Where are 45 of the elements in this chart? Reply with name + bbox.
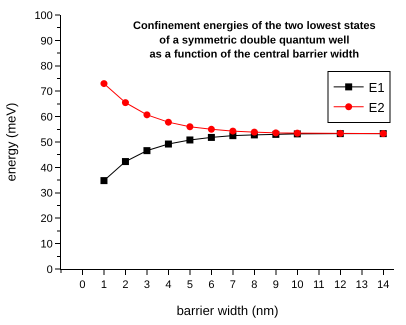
legend-label: E1 [368, 80, 385, 95]
x-tick-label: 3 [144, 279, 150, 292]
point [122, 99, 129, 106]
x-tick-label: 7 [230, 279, 236, 292]
point [186, 123, 194, 130]
x-tick-label: 8 [251, 279, 258, 292]
point [208, 126, 215, 133]
x-tick-label: 2 [122, 279, 129, 292]
x-tick-label: 14 [377, 279, 390, 292]
y-axis-title: energy (meV) [3, 102, 18, 182]
point [164, 118, 172, 126]
y-tick-label: 20 [40, 213, 53, 226]
x-tick-label: 10 [291, 279, 304, 292]
x-tick-label: 12 [334, 279, 346, 292]
point [143, 111, 150, 118]
x-tick-label: 1 [100, 279, 108, 292]
point [100, 80, 108, 88]
y-tick-label: 70 [40, 86, 53, 98]
y-tick-label: 50 [40, 136, 53, 149]
x-tick-label: 13 [356, 279, 368, 292]
point [143, 147, 150, 154]
x-tick-label: 4 [165, 279, 172, 292]
x-tick-label: 11 [313, 279, 325, 292]
legend-label: E2 [368, 100, 385, 115]
y-tick-label: 100 [34, 10, 53, 22]
y-tick-label: 90 [40, 35, 53, 48]
point [250, 128, 258, 136]
point [122, 158, 129, 166]
y-tick-label: 60 [40, 111, 53, 124]
x-axis-title: barrier width (nm) [176, 302, 278, 318]
y-tick-label: 40 [40, 162, 53, 174]
point [229, 128, 236, 135]
x-tick-label: 0 [79, 279, 86, 292]
point [208, 134, 215, 141]
y-tick-label: 10 [40, 238, 53, 250]
point [186, 136, 194, 144]
x-tick-label: 5 [186, 279, 193, 292]
x-tick-label: 6 [208, 279, 214, 292]
y-tick-label: 30 [40, 188, 53, 200]
point [100, 177, 108, 184]
point [164, 140, 172, 148]
y-tick-label: 0 [46, 264, 53, 276]
x-tick-label: 9 [272, 279, 279, 292]
text: Confinement energies of the two lowest states of a symmetric double quantum well as a function of the central barrier width [133, 20, 376, 61]
y-tick-label: 80 [40, 60, 53, 73]
